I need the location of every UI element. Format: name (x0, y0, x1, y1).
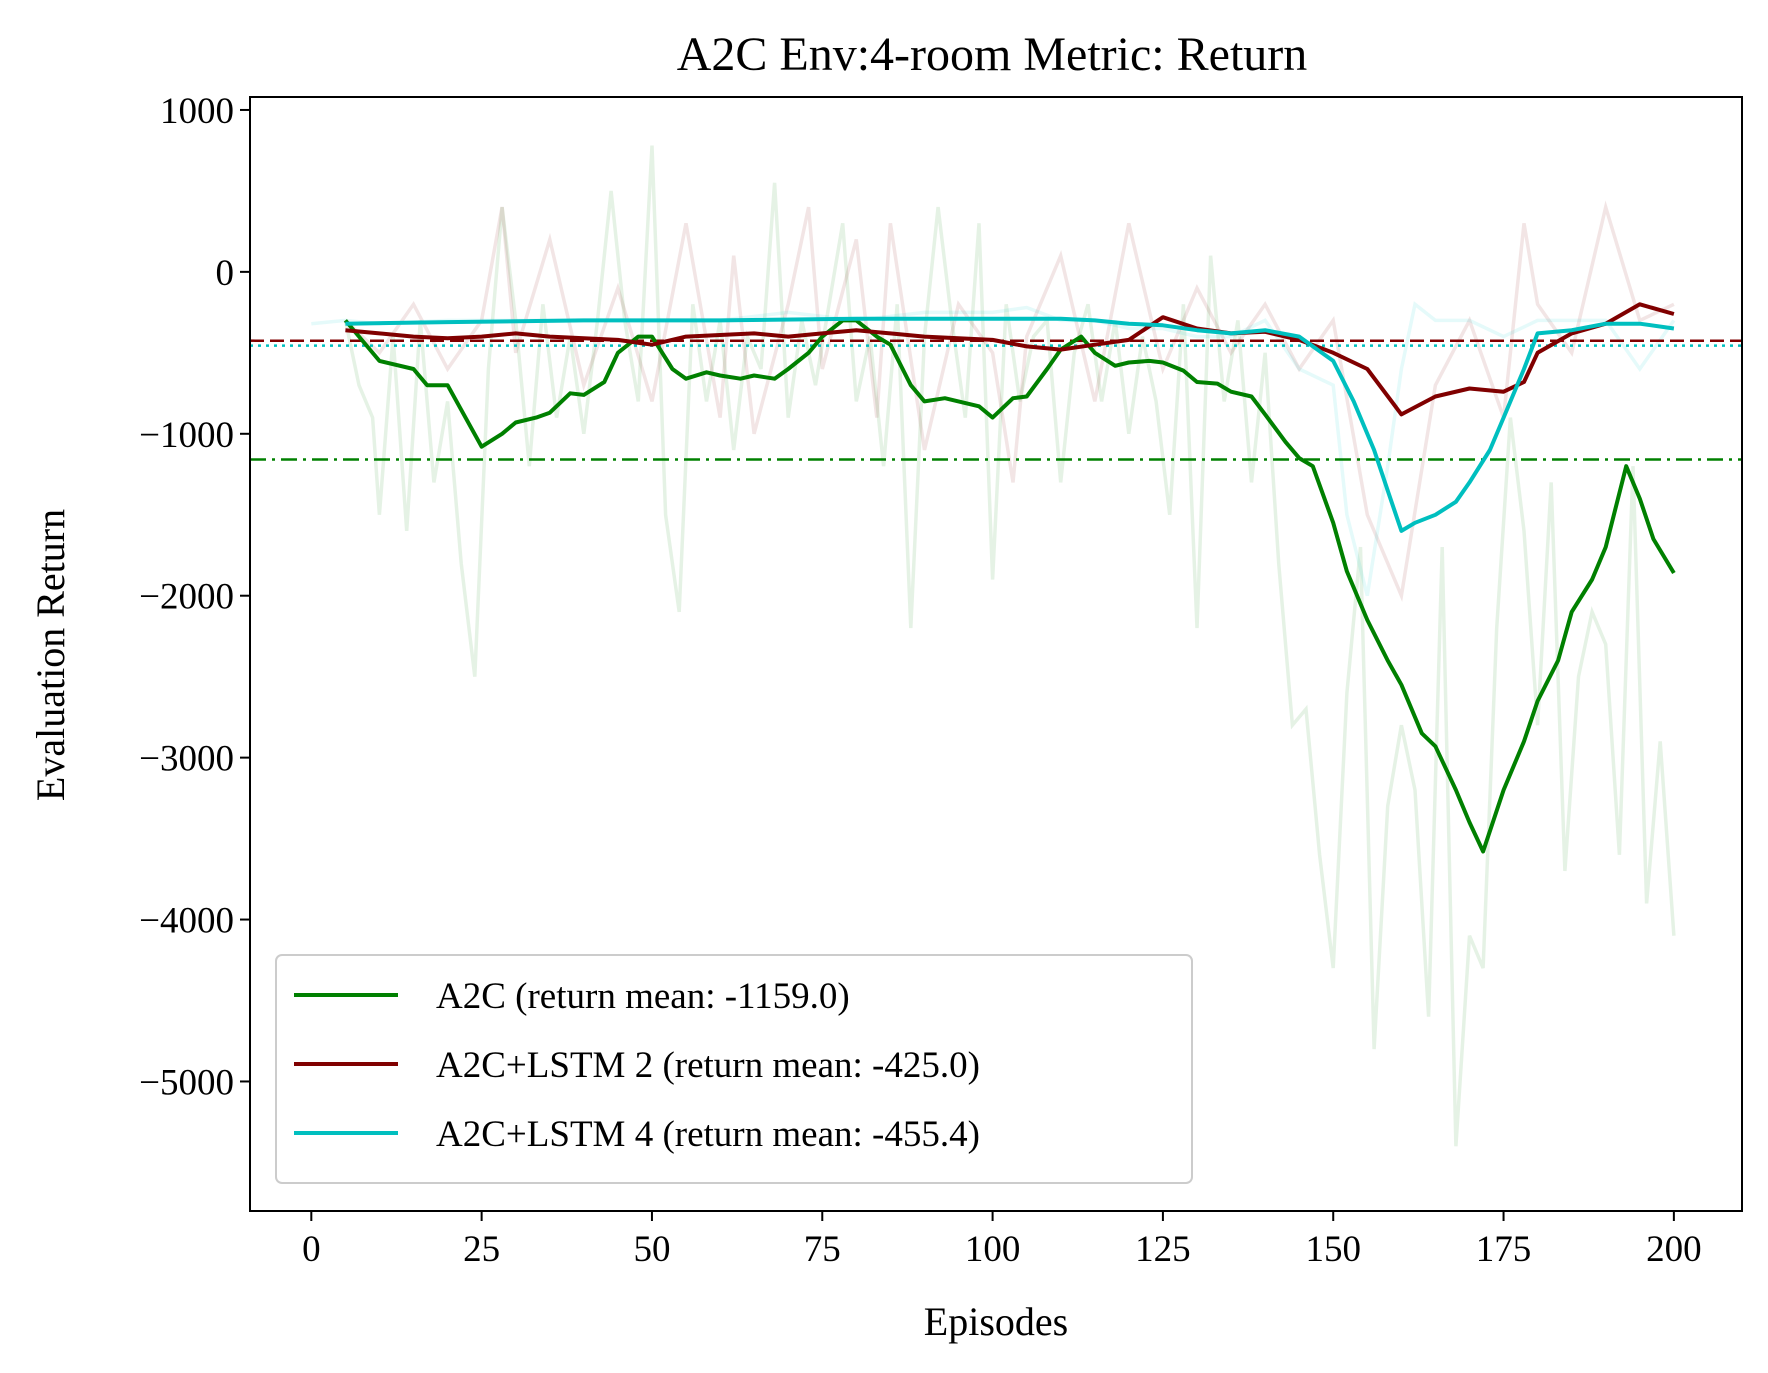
y-tick-label: −5000 (139, 1062, 234, 1103)
y-axis: 1000 0 −1000 −2000 −3000 −4000 −5000 (139, 91, 250, 1103)
x-tick-label: 75 (804, 1229, 841, 1270)
x-tick-label: 50 (633, 1229, 670, 1270)
legend-label-1: A2C+LSTM 2 (return mean: -425.0) (436, 1045, 980, 1086)
x-tick-label: 0 (302, 1229, 321, 1270)
x-tick-label: 25 (463, 1229, 500, 1270)
legend-frame (275, 954, 1193, 1184)
y-axis-label: Evaluation Return (28, 509, 73, 801)
y-tick-label: 1000 (160, 91, 234, 132)
x-tick-label: 100 (965, 1229, 1021, 1270)
chart-title: A2C Env:4-room Metric: Return (677, 28, 1308, 81)
plot-frame (249, 96, 1743, 1212)
raw-series-line-1 (344, 200, 1675, 602)
x-tick-label: 175 (1476, 1229, 1532, 1270)
legend-label-2: A2C+LSTM 4 (return mean: -455.4) (436, 1114, 980, 1155)
x-tick-label: 125 (1135, 1229, 1191, 1270)
x-axis: 0 25 50 75 100 125 150 175 200 (302, 1211, 1702, 1270)
series-layer (343, 302, 1676, 854)
raw-series-line-0 (343, 145, 1676, 1147)
y-tick-label: −1000 (139, 415, 234, 456)
y-tick-label: 0 (216, 253, 235, 294)
series-line-0 (343, 318, 1676, 854)
series-line-2 (345, 316, 1675, 533)
y-tick-label: −4000 (139, 901, 234, 942)
legend-label-0: A2C (return mean: -1159.0) (436, 976, 850, 1017)
y-tick-label: −2000 (139, 577, 234, 618)
x-axis-label: Episodes (924, 1299, 1068, 1344)
y-tick-label: −3000 (139, 739, 234, 780)
legend: A2C (return mean: -1159.0) A2C+LSTM 2 (re… (275, 954, 1193, 1184)
x-tick-label: 200 (1646, 1229, 1702, 1270)
x-tick-label: 150 (1305, 1229, 1361, 1270)
mean-lines-layer (250, 339, 1742, 461)
series-line-1 (345, 302, 1675, 417)
